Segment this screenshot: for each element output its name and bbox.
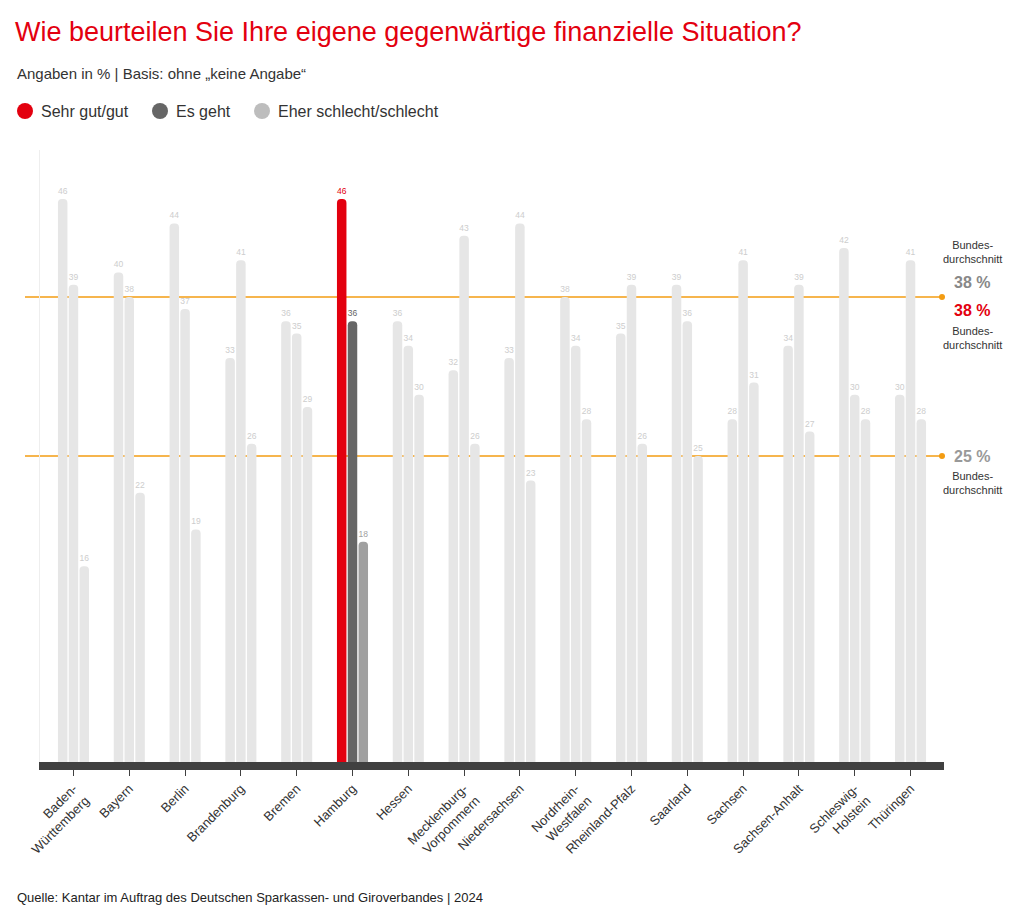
svg-text:35: 35 xyxy=(616,321,626,331)
svg-text:Bayern: Bayern xyxy=(96,781,136,821)
svg-text:27: 27 xyxy=(805,419,815,429)
svg-text:34: 34 xyxy=(404,333,414,343)
svg-text:39: 39 xyxy=(69,272,79,282)
svg-text:30: 30 xyxy=(414,382,424,392)
svg-text:Brandenburg: Brandenburg xyxy=(184,781,248,845)
svg-text:34: 34 xyxy=(783,333,793,343)
svg-text:22: 22 xyxy=(135,480,145,490)
svg-text:32: 32 xyxy=(449,357,459,367)
svg-text:28: 28 xyxy=(861,406,871,416)
svg-text:41: 41 xyxy=(738,247,748,257)
svg-text:46: 46 xyxy=(58,186,68,196)
svg-text:41: 41 xyxy=(906,247,916,257)
svg-text:36: 36 xyxy=(281,308,291,318)
svg-text:30: 30 xyxy=(895,382,905,392)
svg-text:35: 35 xyxy=(292,321,302,331)
svg-text:Bundes-durchschnitt: Bundes-durchschnitt xyxy=(943,325,1002,351)
svg-text:31: 31 xyxy=(749,370,759,380)
svg-text:Hessen: Hessen xyxy=(373,781,415,823)
svg-text:26: 26 xyxy=(638,431,648,441)
svg-text:Baden-Württemberg: Baden-Württemberg xyxy=(16,781,92,857)
svg-text:42: 42 xyxy=(839,235,849,245)
svg-text:38: 38 xyxy=(125,284,135,294)
svg-text:16: 16 xyxy=(80,553,90,563)
svg-text:28: 28 xyxy=(917,406,927,416)
svg-text:Berlin: Berlin xyxy=(158,781,192,815)
svg-text:Eher schlecht/schlecht: Eher schlecht/schlecht xyxy=(278,103,439,120)
svg-text:34: 34 xyxy=(571,333,581,343)
svg-text:Nordrhein-Westfalen: Nordrhein-Westfalen xyxy=(528,781,594,847)
svg-text:Wie beurteilen Sie Ihre eigene: Wie beurteilen Sie Ihre eigene gegenwärt… xyxy=(15,17,802,47)
svg-text:40: 40 xyxy=(114,259,124,269)
svg-text:Sachsen-Anhalt: Sachsen-Anhalt xyxy=(730,781,806,857)
svg-text:37: 37 xyxy=(180,296,190,306)
svg-text:38 %: 38 % xyxy=(954,274,990,291)
svg-text:36: 36 xyxy=(393,308,403,318)
svg-text:Schleswig-Holstein: Schleswig-Holstein xyxy=(806,781,873,848)
svg-text:Bundes-durchschnitt: Bundes-durchschnitt xyxy=(943,239,1002,265)
svg-text:33: 33 xyxy=(225,345,235,355)
svg-text:Thüringen: Thüringen xyxy=(865,781,917,833)
svg-text:Niedersachsen: Niedersachsen xyxy=(455,781,527,853)
svg-text:30: 30 xyxy=(850,382,860,392)
svg-text:44: 44 xyxy=(515,210,525,220)
svg-text:19: 19 xyxy=(191,516,201,526)
svg-text:39: 39 xyxy=(627,272,637,282)
svg-text:38: 38 xyxy=(560,284,570,294)
svg-text:28: 28 xyxy=(728,406,738,416)
svg-text:Es geht: Es geht xyxy=(176,103,231,120)
svg-text:Angaben in % | Basis: ohne „ke: Angaben in % | Basis: ohne „keine Angabe… xyxy=(17,65,306,82)
svg-text:Bremen: Bremen xyxy=(261,781,304,824)
svg-text:Hamburg: Hamburg xyxy=(311,781,359,829)
svg-text:26: 26 xyxy=(247,431,257,441)
svg-text:23: 23 xyxy=(526,468,536,478)
svg-text:43: 43 xyxy=(459,223,469,233)
svg-text:Saarland: Saarland xyxy=(647,781,694,828)
svg-text:39: 39 xyxy=(794,272,804,282)
svg-text:36: 36 xyxy=(683,308,693,318)
svg-text:Sehr gut/gut: Sehr gut/gut xyxy=(41,103,129,120)
svg-text:41: 41 xyxy=(236,247,246,257)
svg-text:18: 18 xyxy=(359,529,369,539)
svg-text:Mecklenburg-Vorpommern: Mecklenburg-Vorpommern xyxy=(405,781,483,859)
svg-text:25 %: 25 % xyxy=(954,448,990,465)
svg-text:26: 26 xyxy=(470,431,480,441)
svg-text:Quelle: Kantar im Auftrag des: Quelle: Kantar im Auftrag des Deutschen … xyxy=(17,890,483,905)
svg-text:44: 44 xyxy=(170,210,180,220)
svg-text:28: 28 xyxy=(582,406,592,416)
svg-text:33: 33 xyxy=(504,345,514,355)
svg-text:Sachsen: Sachsen xyxy=(703,781,749,827)
svg-text:46: 46 xyxy=(337,186,347,196)
svg-text:36: 36 xyxy=(348,308,358,318)
svg-text:Rheinland-Pfalz: Rheinland-Pfalz xyxy=(563,781,639,857)
svg-text:Bundes-durchschnitt: Bundes-durchschnitt xyxy=(943,470,1002,496)
svg-text:25: 25 xyxy=(693,443,703,453)
svg-text:39: 39 xyxy=(672,272,682,282)
svg-text:29: 29 xyxy=(303,394,313,404)
svg-text:38 %: 38 % xyxy=(954,302,990,319)
